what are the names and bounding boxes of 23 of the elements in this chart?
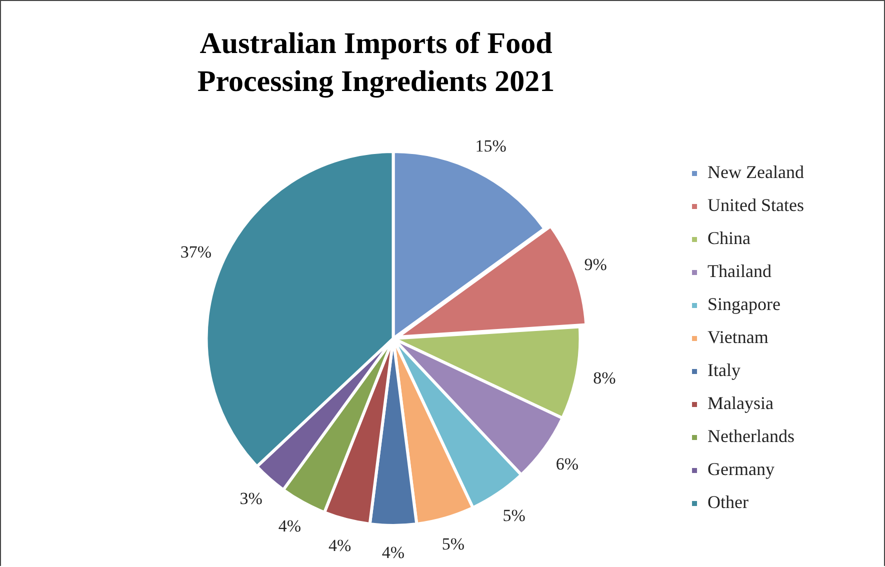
legend-label: Singapore (708, 294, 781, 314)
legend-label: China (708, 228, 751, 248)
data-label: 8% (593, 368, 616, 388)
legend-label: United States (708, 195, 804, 216)
data-label: 4% (382, 542, 405, 562)
legend-label: Vietnam (708, 327, 768, 348)
legend-label: Thailand (708, 261, 772, 282)
data-label: 15% (475, 136, 506, 156)
data-label: 9% (584, 255, 607, 274)
legend-label: Malaysia (708, 393, 774, 414)
data-label: 5% (502, 506, 526, 525)
legend-label: Other (708, 492, 749, 512)
data-label: 6% (556, 454, 579, 474)
chart-title: Australian Imports of Food Processing Ingredients 2021 (196, 26, 556, 100)
legend-label: New Zealand (708, 162, 804, 182)
data-label: 37% (180, 242, 212, 262)
legend-label: Italy (708, 360, 741, 380)
data-label: 4% (328, 536, 352, 556)
data-label: 5% (442, 534, 465, 554)
legend-label: Netherlands (708, 426, 794, 446)
legend-label: Germany (708, 459, 774, 480)
data-label: 4% (278, 516, 302, 536)
data-label: 3% (240, 489, 262, 508)
